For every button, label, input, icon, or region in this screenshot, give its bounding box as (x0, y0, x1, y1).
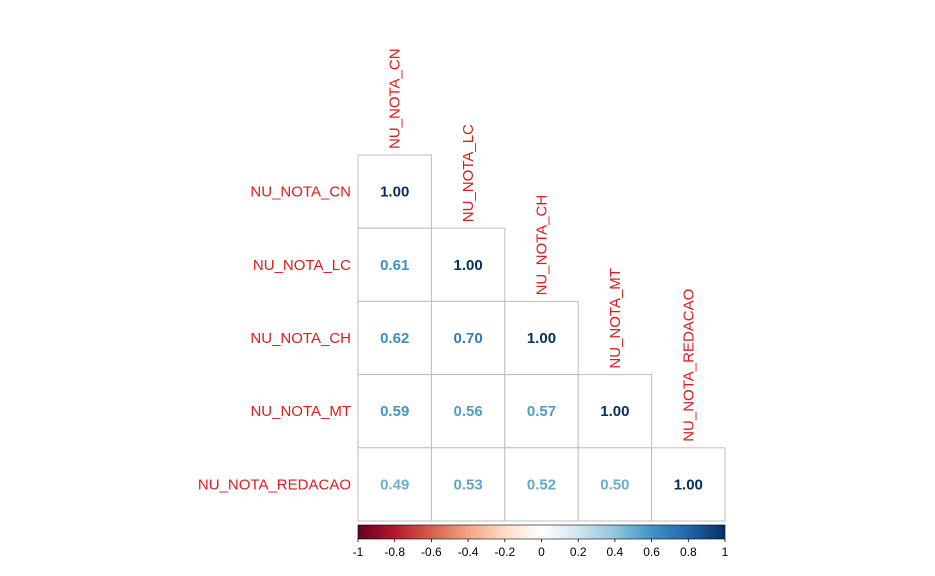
colorbar-tick-label: 1 (722, 545, 729, 559)
matrix-cell (577, 374, 653, 449)
colorbar-tick-label: 0.6 (643, 545, 660, 559)
cell-value: 1.00 (600, 403, 629, 420)
cell-value: 0.61 (380, 257, 409, 274)
column-label: NU_NOTA_CN (387, 48, 404, 149)
matrix-cell (357, 300, 432, 376)
row-label: NU_NOTA_MT (250, 403, 351, 420)
column-label: NU_NOTA_CH (534, 195, 551, 296)
colorbar-tick-label: 0.2 (570, 545, 587, 559)
matrix-cell (357, 447, 432, 522)
matrix-cell (504, 374, 579, 449)
colorbar-tick-label: -1 (353, 545, 364, 559)
cell-value: 0.70 (453, 330, 482, 347)
row-labels: NU_NOTA_CN NU_NOTA_LC NU_NOTA_CH NU_NOTA_MT… (198, 184, 351, 494)
row-label: NU_NOTA_LC (253, 257, 351, 274)
cell-value: 1.00 (380, 184, 409, 201)
column-label: NU_NOTA_LC (460, 124, 477, 222)
cell-value: 0.50 (600, 476, 629, 493)
matrix-cell (430, 300, 506, 376)
column-label: NU_NOTA_MT (607, 268, 624, 369)
cell-value: 0.59 (380, 403, 409, 420)
row-label: NU_NOTA_CN (250, 184, 351, 201)
matrix-cell (357, 154, 432, 229)
cell-value: 0.49 (380, 476, 409, 493)
cell-value: 0.56 (453, 403, 482, 420)
colorbar-tick-label: -0.6 (421, 545, 442, 559)
cell-value: 0.62 (380, 330, 409, 347)
matrix-cell (504, 300, 579, 376)
row-label: NU_NOTA_REDACAO (198, 476, 351, 493)
colorbar-tick-label: 0 (538, 545, 545, 559)
colorbar-tick-label: 0.4 (607, 545, 624, 559)
colorbar-tick-label: -0.8 (384, 545, 405, 559)
correlation-matrix: 1.00 0.61 1.00 0.62 0.70 1.00 0.59 0.56 0.57 1.00… (357, 154, 726, 522)
cell-value: 0.57 (527, 403, 556, 420)
column-label: NU_NOTA_REDACAO (680, 289, 697, 442)
cell-value: 0.52 (527, 476, 556, 493)
matrix-cell (504, 447, 579, 522)
matrix-cell (651, 447, 726, 522)
cell-value: 1.00 (674, 476, 703, 493)
matrix-cell (430, 447, 506, 522)
row-label: NU_NOTA_CH (250, 330, 351, 347)
matrix-cell (430, 374, 506, 449)
column-labels: NU_NOTA_CN NU_NOTA_LC NU_NOTA_CH NU_NOTA_MT… (387, 48, 698, 441)
colorbar-legend: -1 -0.8 -0.6 -0.4 -0.2 0 0.2 0.4 0.6 0.8 1 (353, 524, 729, 559)
colorbar-tick-label: -0.2 (494, 545, 515, 559)
matrix-cell (357, 374, 432, 449)
colorbar-gradient (357, 524, 726, 540)
matrix-cell (577, 447, 653, 522)
colorbar-tick-label: -0.4 (458, 545, 479, 559)
cell-value: 1.00 (527, 330, 556, 347)
colorbar-tick-label: 0.8 (680, 545, 697, 559)
cell-value: 1.00 (453, 257, 482, 274)
matrix-cell (430, 227, 506, 302)
cell-value: 0.53 (453, 476, 482, 493)
